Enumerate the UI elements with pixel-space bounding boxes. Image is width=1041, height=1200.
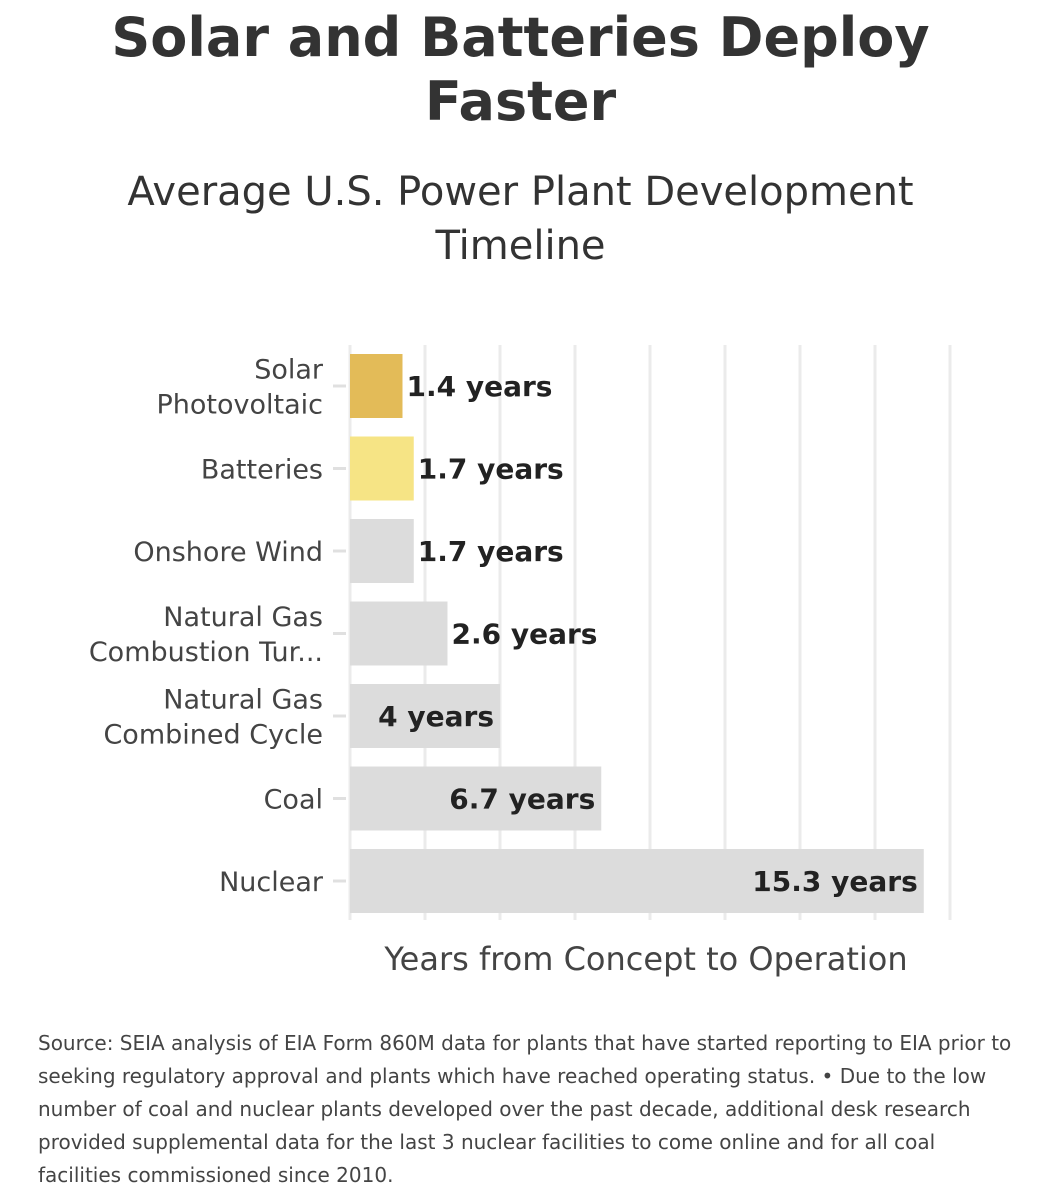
value-labels: 1.4 years 1.7 years 1.7 years 2.6 years 4 ye… (378, 370, 918, 898)
category-label: Solar Photovoltaic (157, 355, 324, 421)
chart-title: Solar and Batteries Deploy Faster (111, 6, 930, 133)
bar (350, 766, 602, 831)
source-note: Source: SEIA analysis of EIA Form 860M d… (38, 1031, 1012, 1187)
value-label: 2.6 years (452, 618, 598, 651)
value-label: 4 years (378, 700, 494, 733)
value-label: 1.4 years (407, 370, 553, 403)
bar (350, 436, 414, 501)
bar (350, 601, 448, 666)
category-label: Onshore Wind (133, 537, 323, 568)
value-label: 1.7 years (418, 453, 564, 486)
category-label: Coal (264, 785, 323, 816)
category-labels: Solar Photovoltaic Batteries Onshore Wind Na… (89, 355, 324, 899)
value-label: 6.7 years (449, 783, 595, 816)
category-label: Natural Gas Combustion Tur... (89, 602, 323, 668)
value-label: 1.7 years (418, 535, 564, 568)
bar (350, 849, 924, 913)
chart-subtitle: Average U.S. Power Plant Development Time… (127, 169, 914, 269)
bar (350, 684, 500, 748)
bar (350, 354, 403, 418)
value-label: 15.3 years (752, 865, 917, 898)
bar-chart: Solar Photovoltaic Batteries Onshore Wind Na… (89, 345, 952, 978)
bar (350, 519, 414, 583)
bars (350, 354, 924, 913)
category-label: Batteries (201, 455, 323, 486)
category-label: Natural Gas Combined Cycle (103, 685, 323, 751)
x-axis-title: Years from Concept to Operation (383, 940, 907, 978)
category-label: Nuclear (219, 867, 324, 898)
